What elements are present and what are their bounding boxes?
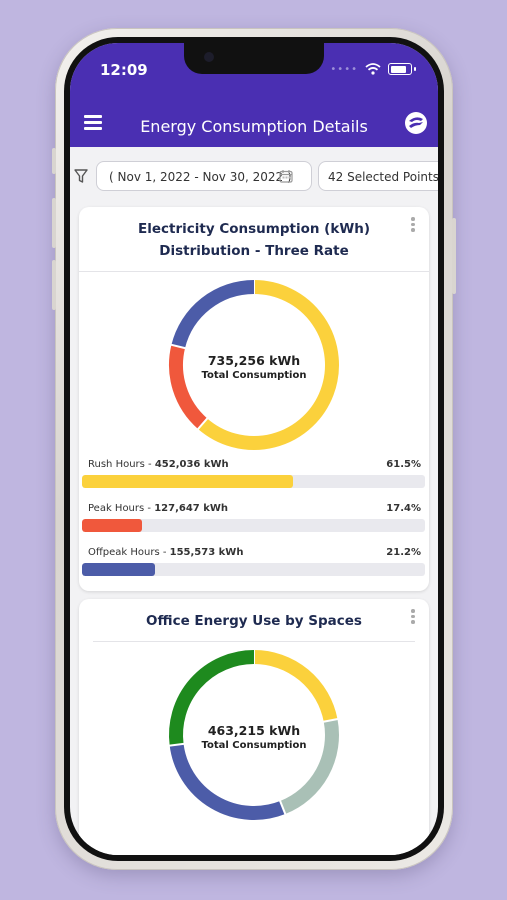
date-range-text: ( Nov 1, 2022 - Nov 30, 2022 ) xyxy=(109,170,292,184)
spaces-separator-3 xyxy=(168,742,185,747)
legend-percent: 17.4% xyxy=(386,503,421,514)
phone-volume-up xyxy=(52,198,56,248)
rate-separator-1 xyxy=(196,417,209,431)
status-time: 12:09 xyxy=(100,61,148,79)
card-divider xyxy=(93,641,415,642)
wifi-icon xyxy=(365,63,381,75)
points-selector-text: 42 Selected Points xyxy=(328,170,438,184)
more-options-icon[interactable] xyxy=(411,609,415,626)
signal-icon: •••• xyxy=(330,63,358,75)
app-screen: 12:09 •••• Energy Consu xyxy=(70,43,438,855)
spaces-donut xyxy=(168,649,339,820)
legend-value: 452,036 kWh xyxy=(154,459,229,470)
spaces-slice-3 xyxy=(169,650,255,746)
donut-center: 463,215 kWh Total Consumption xyxy=(184,723,324,751)
legend-name: Peak Hours xyxy=(88,503,145,514)
rate-slice-2 xyxy=(171,280,255,349)
progress-track xyxy=(82,563,425,576)
spaces-separator-1 xyxy=(322,717,339,723)
legend-name: Rush Hours xyxy=(88,459,145,470)
spaces-slice-1 xyxy=(279,719,339,815)
card-title: Electricity Consumption (kWh) Distributi… xyxy=(79,218,429,262)
progress-track xyxy=(82,519,425,532)
spaces-slice-0 xyxy=(253,650,338,722)
legend-percent: 61.5% xyxy=(386,459,421,470)
card-title-line2: Distribution - Three Rate xyxy=(159,243,349,259)
electricity-distribution-card: Electricity Consumption (kWh) Distributi… xyxy=(79,207,429,591)
date-range-picker[interactable]: ( Nov 1, 2022 - Nov 30, 2022 ) xyxy=(96,161,312,191)
progress-track xyxy=(82,475,425,488)
phone-bezel: 12:09 •••• Energy Consu xyxy=(64,37,444,861)
phone-volume-down xyxy=(52,260,56,310)
filter-bar: ( Nov 1, 2022 - Nov 30, 2022 ) 42 Select… xyxy=(70,161,438,193)
card-title-line1: Electricity Consumption (kWh) xyxy=(138,221,370,237)
office-energy-spaces-card: Office Energy Use by Spaces 463,215 kWh … xyxy=(79,599,429,855)
camera-icon xyxy=(204,52,214,62)
card-title: Office Energy Use by Spaces xyxy=(146,613,362,629)
legend-value: 155,573 kWh xyxy=(169,547,244,558)
legend-name: Offpeak Hours xyxy=(88,547,160,558)
legend-label: Offpeak Hours - 155,573 kWh xyxy=(88,547,244,558)
phone-frame: 12:09 •••• Energy Consu xyxy=(52,28,456,870)
rate-slice-1 xyxy=(169,344,208,429)
card-divider xyxy=(79,271,429,272)
total-consumption-label: Total Consumption xyxy=(201,370,307,381)
legend-percent: 21.2% xyxy=(386,547,421,558)
points-selector[interactable]: 42 Selected Points xyxy=(318,161,438,191)
rate-slice-0 xyxy=(198,280,339,450)
legend-rush-hours: Rush Hours - 452,036 kWh 61.5% xyxy=(82,459,425,499)
legend-label: Rush Hours - 452,036 kWh xyxy=(88,459,229,470)
legend-label: Peak Hours - 127,647 kWh xyxy=(88,503,229,514)
battery-tip xyxy=(414,67,416,71)
rate-separator-2 xyxy=(170,343,187,350)
battery-icon xyxy=(388,63,412,75)
page-title: Energy Consumption Details xyxy=(140,117,368,136)
app-header: 12:09 •••• Energy Consu xyxy=(70,43,438,147)
progress-fill xyxy=(82,519,142,532)
notch xyxy=(184,43,324,74)
spaces-separator-2 xyxy=(278,799,287,816)
calendar-icon xyxy=(279,170,293,183)
status-icons: •••• xyxy=(330,63,416,75)
donut-center: 735,256 kWh Total Consumption xyxy=(184,353,324,381)
legend-peak-hours: Peak Hours - 127,647 kWh 17.4% xyxy=(82,503,425,543)
filter-icon[interactable] xyxy=(74,169,88,184)
phone-silent-switch xyxy=(52,148,56,174)
progress-fill xyxy=(82,475,293,488)
total-consumption-value: 463,215 kWh xyxy=(207,723,301,738)
legend-offpeak-hours: Offpeak Hours - 155,573 kWh 21.2% xyxy=(82,547,425,587)
spaces-slice-2 xyxy=(169,743,286,820)
legend-value: 127,647 kWh xyxy=(154,503,229,514)
rate-distribution-donut xyxy=(169,279,339,450)
more-options-icon[interactable] xyxy=(411,217,415,234)
total-consumption-value: 735,256 kWh xyxy=(207,353,301,368)
app-logo-icon[interactable] xyxy=(404,111,428,135)
total-consumption-label: Total Consumption xyxy=(201,740,307,751)
hamburger-menu-icon[interactable] xyxy=(84,115,102,130)
progress-fill xyxy=(82,563,155,576)
phone-power-button xyxy=(452,218,456,294)
